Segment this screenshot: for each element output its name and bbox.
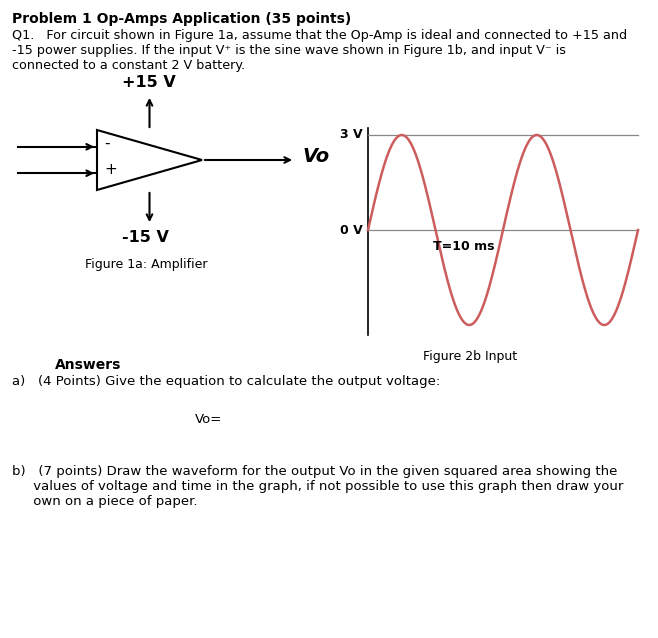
Text: Answers: Answers [55, 358, 121, 372]
Text: +15 V: +15 V [122, 75, 175, 90]
Text: Figure 1a: Amplifier: Figure 1a: Amplifier [85, 258, 207, 271]
Text: Q1.   For circuit shown in Figure 1a, assume that the Op-Amp is ideal and connec: Q1. For circuit shown in Figure 1a, assu… [12, 29, 627, 42]
Text: -15 V: -15 V [122, 230, 168, 245]
Text: values of voltage and time in the graph, if not possible to use this graph then : values of voltage and time in the graph,… [12, 480, 623, 493]
Text: T=10 ms: T=10 ms [433, 240, 495, 253]
Text: -: - [104, 135, 109, 151]
Text: own on a piece of paper.: own on a piece of paper. [12, 495, 197, 508]
Text: a)   (4 Points) Give the equation to calculate the output voltage:: a) (4 Points) Give the equation to calcu… [12, 375, 440, 388]
Text: +: + [104, 161, 116, 177]
Text: b)   (7 points) Draw the waveform for the output Vo in the given squared area sh: b) (7 points) Draw the waveform for the … [12, 465, 617, 478]
Text: connected to a constant 2 V battery.: connected to a constant 2 V battery. [12, 59, 245, 72]
Text: Vo=: Vo= [195, 413, 222, 426]
Text: -15 power supplies. If the input V⁺ is the sine wave shown in Figure 1b, and inp: -15 power supplies. If the input V⁺ is t… [12, 44, 566, 57]
Text: Vo: Vo [303, 147, 330, 167]
Text: 0 V: 0 V [340, 223, 363, 237]
Text: Figure 2b Input: Figure 2b Input [423, 350, 517, 363]
Text: 3 V: 3 V [340, 128, 363, 142]
Text: Problem 1 Op-Amps Application (35 points): Problem 1 Op-Amps Application (35 points… [12, 12, 351, 26]
